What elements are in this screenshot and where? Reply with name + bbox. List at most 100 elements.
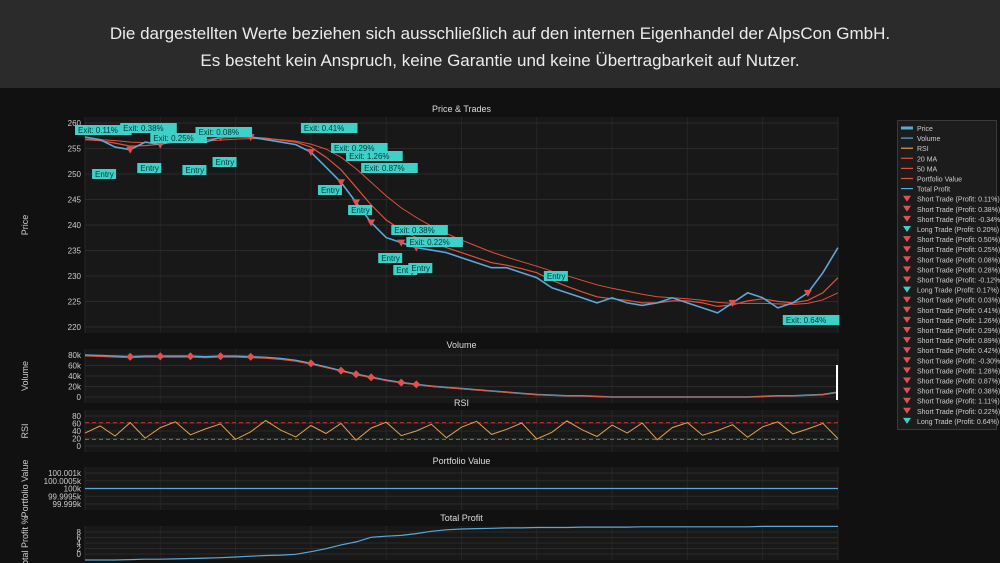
legend-entry: Short Trade (Profit: -0.12%) bbox=[917, 278, 1000, 285]
entry-label: Entry bbox=[95, 170, 114, 179]
entry-label-box bbox=[543, 271, 568, 281]
entry-label-box bbox=[92, 169, 117, 179]
y-tick-label: 100.001k bbox=[48, 469, 82, 478]
exit-label-box bbox=[75, 125, 132, 135]
y-tick-label: 40 bbox=[72, 427, 81, 436]
y-tick-label: 0 bbox=[77, 393, 82, 402]
volume-trade-marker bbox=[352, 370, 361, 379]
legend-entry: Short Trade (Profit: 0.89%) bbox=[917, 338, 1000, 345]
y-tick-label: 99.999k bbox=[53, 500, 82, 509]
y-tick-label: 0 bbox=[77, 442, 82, 451]
legend-entry: Short Trade (Profit: 0.41%) bbox=[917, 308, 1000, 315]
y-tick-label: 230 bbox=[68, 272, 82, 281]
entry-label-box bbox=[137, 163, 162, 173]
y-tick-label: 80k bbox=[68, 351, 82, 360]
y-axis-label-3: Portfolio Value bbox=[20, 460, 30, 518]
exit-label-box bbox=[300, 123, 358, 133]
legend-panel bbox=[897, 120, 997, 430]
entry-label: Entry bbox=[411, 264, 430, 273]
disclaimer-line-1: Die dargestellten Werte beziehen sich au… bbox=[109, 24, 891, 43]
sell-marker bbox=[367, 219, 376, 227]
entry-label: Entry bbox=[185, 166, 204, 175]
exit-label-box bbox=[346, 151, 403, 161]
total-profit-line bbox=[85, 525, 838, 561]
legend-trade-marker bbox=[903, 367, 911, 374]
legend-entry: Short Trade (Profit: -0.34%) bbox=[917, 217, 1000, 224]
legend-entry: Portfolio Value bbox=[917, 177, 962, 184]
legend-trade-marker bbox=[903, 236, 911, 243]
price-line bbox=[84, 133, 839, 314]
y-tick-label: 260 bbox=[68, 119, 82, 128]
exit-label: Exit: 0.87% bbox=[364, 164, 404, 173]
y-tick-label: 250 bbox=[68, 170, 82, 179]
legend-entry: Volume bbox=[917, 136, 940, 143]
y-tick-label: 99.9995k bbox=[48, 492, 82, 501]
entry-label-box bbox=[408, 263, 433, 273]
exit-label: Exit: 1.26% bbox=[349, 152, 389, 161]
legend-trade-marker bbox=[903, 286, 911, 293]
legend-entry: Short Trade (Profit: 0.38%) bbox=[917, 207, 1000, 214]
y-tick-label: 235 bbox=[68, 247, 82, 256]
legend-entry: Short Trade (Profit: 0.42%) bbox=[917, 348, 1000, 355]
entry-label: Entry bbox=[351, 206, 370, 215]
entry-label: Entry bbox=[321, 186, 340, 195]
legend-entry: Short Trade (Profit: 0.03%) bbox=[917, 298, 1000, 305]
exit-label: Exit: 0.22% bbox=[409, 238, 449, 247]
y-tick-label: 240 bbox=[68, 221, 82, 230]
panel-title-1: Volume bbox=[446, 340, 476, 350]
legend-entry: Short Trade (Profit: 0.28%) bbox=[917, 267, 1000, 274]
legend-entry: Long Trade (Profit: 0.64%) bbox=[917, 419, 999, 426]
legend-entry: Short Trade (Profit: 0.87%) bbox=[917, 379, 1000, 386]
legend-entry: Short Trade (Profit: 0.22%) bbox=[917, 409, 1000, 416]
y-tick-label: 60 bbox=[72, 420, 81, 429]
legend-entry: Short Trade (Profit: 1.26%) bbox=[917, 318, 1000, 325]
volume-trade-marker bbox=[306, 359, 315, 368]
legend-entry: Short Trade (Profit: 0.08%) bbox=[917, 257, 1000, 264]
y-tick-label: 40k bbox=[68, 372, 82, 381]
volume-trade-marker bbox=[367, 373, 376, 382]
ma20-line bbox=[84, 136, 839, 308]
sell-marker bbox=[397, 239, 406, 247]
exit-label: Exit: 0.25% bbox=[153, 134, 193, 143]
exit-label-box bbox=[150, 133, 207, 143]
entry-label-box bbox=[393, 265, 418, 275]
legend-entry: RSI bbox=[917, 146, 929, 153]
disclaimer-line-2: Es besteht kein Anspruch, keine Garantie… bbox=[200, 51, 800, 70]
y-tick-label: 0 bbox=[77, 550, 82, 559]
entry-label-box bbox=[348, 205, 373, 215]
legend-trade-marker bbox=[903, 327, 911, 333]
legend-trade-marker bbox=[903, 276, 911, 283]
exit-label-box bbox=[361, 163, 418, 173]
legend-entry: Total Profit bbox=[917, 187, 950, 194]
exit-label-box bbox=[120, 123, 177, 133]
legend-trade-marker bbox=[903, 266, 911, 273]
entry-label: Entry bbox=[381, 254, 400, 263]
legend-trade-marker bbox=[903, 195, 911, 202]
volume-trade-marker bbox=[397, 378, 406, 387]
legend-entry: Short Trade (Profit: 0.38%) bbox=[917, 389, 1000, 396]
panel-title-4: Total Profit bbox=[440, 513, 483, 523]
legend-trade-marker bbox=[903, 337, 911, 344]
volume-ma-line bbox=[84, 355, 839, 398]
y-tick-label: 2 bbox=[77, 545, 82, 554]
legend-trade-marker bbox=[903, 246, 911, 253]
rsi-line bbox=[84, 419, 839, 441]
y-tick-label: 245 bbox=[68, 196, 82, 205]
legend-entry: Price bbox=[917, 126, 933, 133]
legend-entry: Short Trade (Profit: 1.11%) bbox=[917, 399, 1000, 406]
volume-trade-marker bbox=[156, 352, 165, 361]
exit-label: Exit: 0.11% bbox=[78, 126, 118, 135]
entry-label-box bbox=[378, 253, 403, 263]
volume-trade-marker bbox=[246, 352, 255, 361]
disclaimer-banner: Die dargestellten Werte beziehen sich au… bbox=[0, 0, 1000, 88]
exit-label-box bbox=[391, 225, 448, 235]
legend-entry: Short Trade (Profit: 0.29%) bbox=[917, 328, 1000, 335]
legend-entry: Short Trade (Profit: 0.25%) bbox=[917, 247, 1000, 254]
panel-title-0: Price & Trades bbox=[432, 104, 492, 114]
legend-trade-marker bbox=[903, 407, 911, 414]
sell-marker bbox=[156, 141, 165, 149]
legend-trade-marker bbox=[903, 306, 911, 313]
exit-label: Exit: 0.29% bbox=[334, 144, 374, 153]
y-axis-label-1: Volume bbox=[20, 361, 30, 391]
volume-trade-marker bbox=[126, 352, 135, 361]
